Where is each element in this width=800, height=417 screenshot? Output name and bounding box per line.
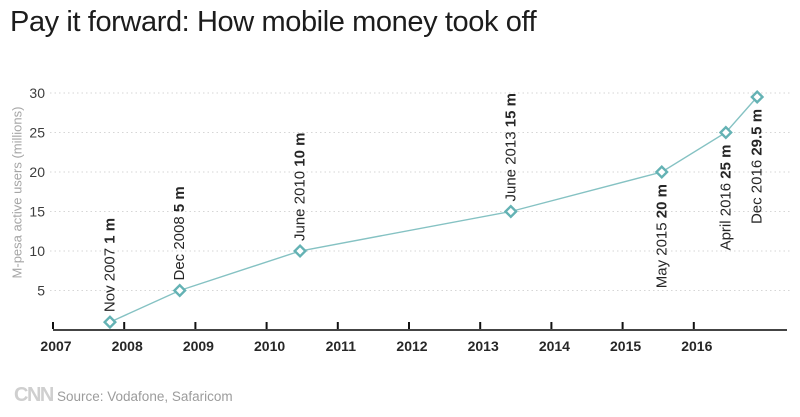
data-point-marker <box>503 204 518 219</box>
x-tick-label: 2008 <box>112 338 143 354</box>
y-tick-label: 5 <box>37 283 45 299</box>
x-tick-label: 2014 <box>539 338 570 354</box>
data-point-marker <box>293 243 308 259</box>
x-tick-label: 2010 <box>254 338 285 354</box>
x-tick-label: 2012 <box>396 338 427 354</box>
cnn-logo: CNN <box>14 384 54 406</box>
data-point-marker <box>718 125 733 140</box>
data-point-label: May 2015 20 m <box>653 184 670 288</box>
x-tick-label: 2011 <box>326 338 357 354</box>
data-point-label: Nov 2007 1 m <box>101 218 118 312</box>
data-point-label: Dec 2016 29.5 m <box>749 109 766 224</box>
y-tick-label: 15 <box>29 204 45 220</box>
y-tick-label: 30 <box>29 85 45 101</box>
y-tick-label: 20 <box>29 164 45 180</box>
x-tick-label: 2007 <box>40 338 71 354</box>
data-point-label: April 2016 25 m <box>717 145 734 251</box>
footer: CNN Source: Vodafone, Safaricom <box>0 380 800 417</box>
data-point-marker <box>102 315 117 330</box>
data-point-marker <box>172 283 187 298</box>
data-point-label: June 2013 15 m <box>502 93 519 201</box>
data-point-marker <box>750 89 765 104</box>
x-tick-label: 2015 <box>610 338 641 354</box>
data-point-label: Dec 2008 5 m <box>171 186 188 280</box>
x-tick-label: 2009 <box>183 338 214 354</box>
data-point-label: June 2010 10 m <box>292 133 309 241</box>
x-tick-label: 2013 <box>468 338 499 354</box>
y-tick-label: 25 <box>29 125 45 141</box>
x-tick-label: 2016 <box>681 338 712 354</box>
data-point-marker <box>654 164 669 180</box>
source-text: Source: Vodafone, Safaricom <box>57 389 233 404</box>
y-tick-label: 10 <box>29 243 45 259</box>
chart-title: Pay it forward: How mobile money took of… <box>10 6 537 38</box>
